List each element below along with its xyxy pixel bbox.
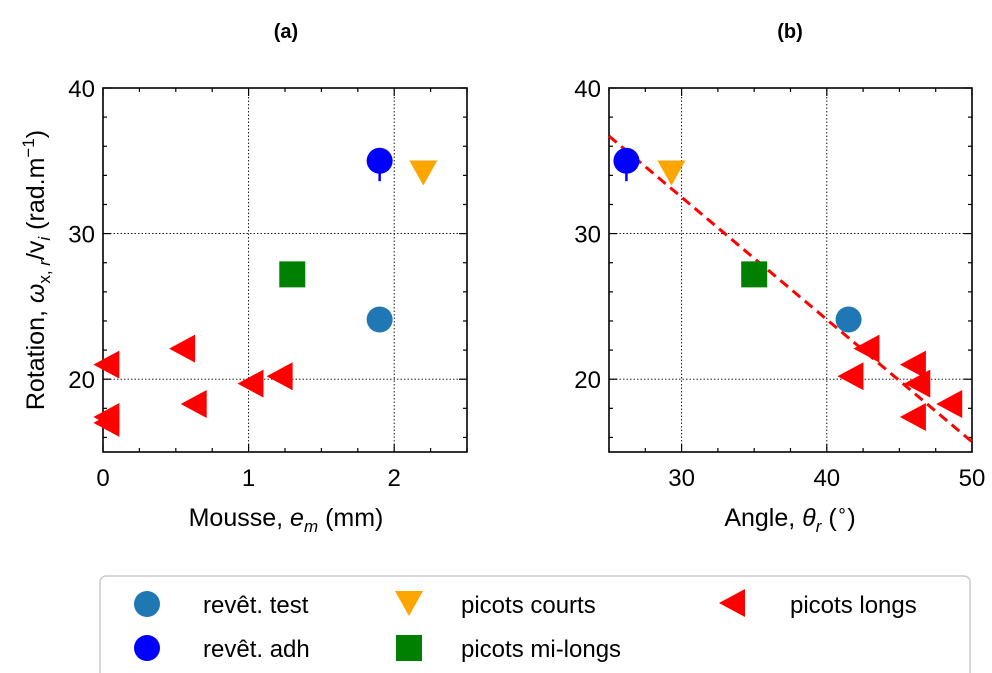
x-tick-label: 40 [813,465,840,492]
legend-label: picots mi-longs [461,636,621,663]
x-tick-label: 0 [96,465,109,492]
data-point-picots-longs [899,403,926,432]
panel-a: 0 1 2 20 30 40 [68,76,468,492]
data-point-picots-longs [93,350,120,379]
data-point-picots-longs [837,362,864,391]
legend-frame [99,575,971,673]
data-point-picots-longs [180,389,207,418]
legend-entry: picots mi-longs [396,635,621,663]
panel-a-xlabel: Mousse, em (mm) [189,504,384,536]
y-tick-label: 40 [574,76,601,103]
data-point-picots-courts [409,160,438,186]
data-point-picots-longs [853,334,880,363]
panel-b-xlabel: Angle, θr (∘) [724,501,855,536]
legend-marker [396,635,422,661]
data-point-picots-mi-longs [279,261,306,288]
y-tick-label: 30 [68,222,95,249]
x-tick-label: 1 [242,465,255,492]
legend-entry: revêt. adh [134,635,310,663]
data-point-picots-longs [936,389,963,418]
data-point-rev-t-test [366,306,393,333]
data-point-picots-longs [93,408,120,437]
x-tick-label: 50 [959,465,986,492]
y-tick-label: 30 [574,222,601,249]
legend-label: picots longs [790,592,917,619]
legend-marker [719,589,745,617]
panel-b: 30 40 50 20 30 40 [574,76,985,492]
legend-label: revêt. test [203,592,309,619]
panel-a-ylabel: Rotation, ωx, r/vi (rad.m−1) [19,130,54,410]
data-point-picots-longs [266,362,293,391]
panel-a-title: (a) [274,21,298,43]
data-point-rev-t-test [835,306,862,333]
data-point-rev-t-adh [366,147,393,174]
x-tick-label: 2 [388,465,401,492]
data-point-rev-t-adh [613,147,640,174]
fit-line [608,134,973,443]
legend-entry: picots longs [719,589,917,619]
legend-marker [134,635,160,661]
data-point-picots-mi-longs [741,261,768,288]
legend-label: revêt. adh [203,636,310,663]
data-point-picots-courts [657,160,686,186]
data-point-picots-longs [904,369,931,398]
legend-marker [395,591,423,616]
data-point-picots-longs [169,334,196,363]
y-tick-label: 40 [68,76,95,103]
panel-b-title: (b) [777,21,803,43]
data-point-picots-longs [899,350,926,379]
x-tick-label: 30 [668,465,695,492]
legend-label: picots courts [461,592,596,619]
legend-marker [134,591,160,617]
data-point-picots-longs [237,369,264,398]
y-tick-label: 20 [574,367,601,394]
legend-entry: revêt. test [134,591,309,619]
y-tick-label: 20 [68,367,95,394]
legend-entry: picots courts [395,591,596,619]
legend: revêt. test revêt. adh picots courts picots… [99,575,971,673]
